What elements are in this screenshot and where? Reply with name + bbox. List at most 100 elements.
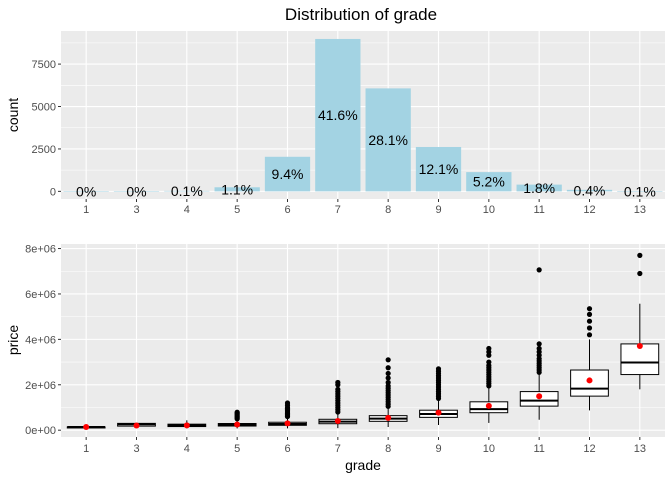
price-box-group — [519, 267, 559, 420]
count-x-axis: 1 3 4 5 6 7 8 9 10 11 12 13 — [83, 199, 646, 216]
price-box-group — [268, 400, 307, 429]
price-x-tick-label: 6 — [284, 443, 290, 455]
price-box-group — [469, 345, 509, 423]
price-x-tick-label: 12 — [583, 443, 595, 455]
count-bar — [264, 156, 311, 192]
price-box-group — [217, 409, 257, 429]
count-x-tick-label: 1 — [83, 204, 89, 216]
price-x-tick-label: 7 — [335, 443, 341, 455]
price-box-group — [368, 357, 408, 428]
count-x-tick-label: 12 — [583, 204, 595, 216]
price-x-tick-label: 10 — [483, 443, 495, 455]
price-mean-point — [183, 422, 190, 429]
price-outlier-point — [586, 332, 593, 338]
count-x-tick-label: 8 — [385, 204, 391, 216]
price-box — [620, 343, 660, 376]
price-grid — [61, 244, 665, 437]
price-outlier-point — [385, 357, 391, 363]
count-bar-label: 12.1% — [419, 161, 459, 177]
count-x-tick-label: 4 — [184, 204, 190, 216]
count-bar — [164, 190, 210, 192]
price-x-axis: 1 3 4 5 6 7 8 9 10 11 12 13 — [83, 437, 646, 455]
count-x-tick-label: 13 — [634, 204, 646, 216]
price-outlier-point — [435, 366, 442, 372]
price-y-tick-label: 0e+00 — [25, 425, 56, 437]
count-bar — [466, 172, 512, 192]
count-x-tick-label: 11 — [533, 204, 544, 216]
price-outlier-point — [586, 318, 593, 324]
price-x-tick-label: 3 — [133, 443, 139, 455]
count-y-axis-title: count — [5, 98, 21, 132]
price-mean-point — [435, 409, 442, 416]
price-outlier-point — [586, 325, 593, 331]
count-bar-label: 5.2% — [473, 174, 505, 190]
price-x-tick-label: 13 — [634, 443, 646, 455]
count-y-tick-label: 7500 — [32, 59, 56, 71]
count-y-tick-label: 5000 — [32, 102, 56, 114]
price-outlier-point — [335, 379, 341, 386]
count-bars — [63, 38, 663, 192]
price-box-group — [117, 422, 156, 429]
count-y-tick-label: 0 — [50, 186, 56, 198]
price-outlier-point — [486, 359, 492, 365]
count-x-tick-label: 5 — [234, 204, 240, 216]
count-bar — [566, 189, 613, 192]
price-y-tick-label: 2e+06 — [25, 380, 56, 392]
price-outlier-point — [536, 345, 542, 352]
price-outlier-point — [385, 370, 391, 377]
price-box-group — [318, 379, 358, 429]
count-bar-label: 41.6% — [318, 107, 358, 123]
count-panel-background — [61, 31, 665, 199]
price-x-tick-label: 1 — [83, 443, 89, 455]
count-x-tick-label: 9 — [435, 204, 441, 216]
price-x-axis-title: grade — [345, 457, 381, 473]
price-y-tick-label: 6e+06 — [25, 289, 56, 301]
price-mean-point — [636, 342, 643, 349]
price-outlier-point — [385, 375, 391, 381]
price-mean-point — [133, 422, 140, 429]
price-box-group — [620, 252, 660, 390]
price-box-group — [570, 306, 609, 411]
count-bar-label: 0.1% — [171, 183, 203, 199]
price-box-group — [419, 366, 458, 425]
price-box-group — [167, 420, 207, 429]
price-outlier-point — [536, 341, 542, 347]
price-outlier-point — [586, 311, 593, 317]
price-mean-point — [536, 393, 543, 400]
price-x-tick-label: 11 — [533, 443, 544, 455]
count-bar-label: 0.1% — [624, 183, 656, 199]
count-bar — [63, 191, 109, 192]
count-bar — [617, 191, 663, 192]
price-x-tick-label: 5 — [234, 443, 240, 455]
count-bar-label: 28.1% — [368, 132, 408, 148]
price-outlier-point — [637, 270, 643, 277]
count-bar-label: 0% — [126, 183, 146, 199]
price-mean-point — [234, 421, 241, 428]
count-bar-label: 9.4% — [272, 166, 304, 182]
price-mean-point — [586, 377, 593, 384]
count-bar — [315, 38, 361, 192]
price-outlier-point — [637, 252, 643, 258]
count-x-tick-label: 3 — [133, 204, 139, 216]
count-bar — [516, 184, 562, 192]
count-bar — [113, 191, 160, 192]
price-mean-point — [485, 402, 492, 409]
price-x-tick-label: 9 — [435, 443, 441, 455]
price-outlier-point — [586, 306, 593, 312]
count-bar — [214, 187, 260, 192]
price-outlier-point — [486, 345, 492, 352]
price-y-tick-label: 4e+06 — [25, 334, 56, 346]
price-outlier-point — [385, 379, 391, 386]
count-bar-chart: 0% 0% 0.1% 1.1% 9.4% 41.6% 28.1% 12.1% 5.2% 1.8% 0… — [5, 31, 665, 216]
price-mean-point — [334, 418, 341, 425]
count-bar-label: 0.4% — [574, 183, 606, 199]
price-mean-point — [83, 423, 90, 430]
price-mean-point — [385, 414, 392, 421]
chart-title: Distribution of grade — [285, 5, 437, 24]
count-y-tick-label: 2500 — [32, 144, 56, 156]
price-x-tick-label: 4 — [184, 443, 190, 455]
price-mean-point — [284, 420, 291, 427]
count-bar — [365, 88, 411, 192]
price-boxes — [66, 252, 660, 430]
